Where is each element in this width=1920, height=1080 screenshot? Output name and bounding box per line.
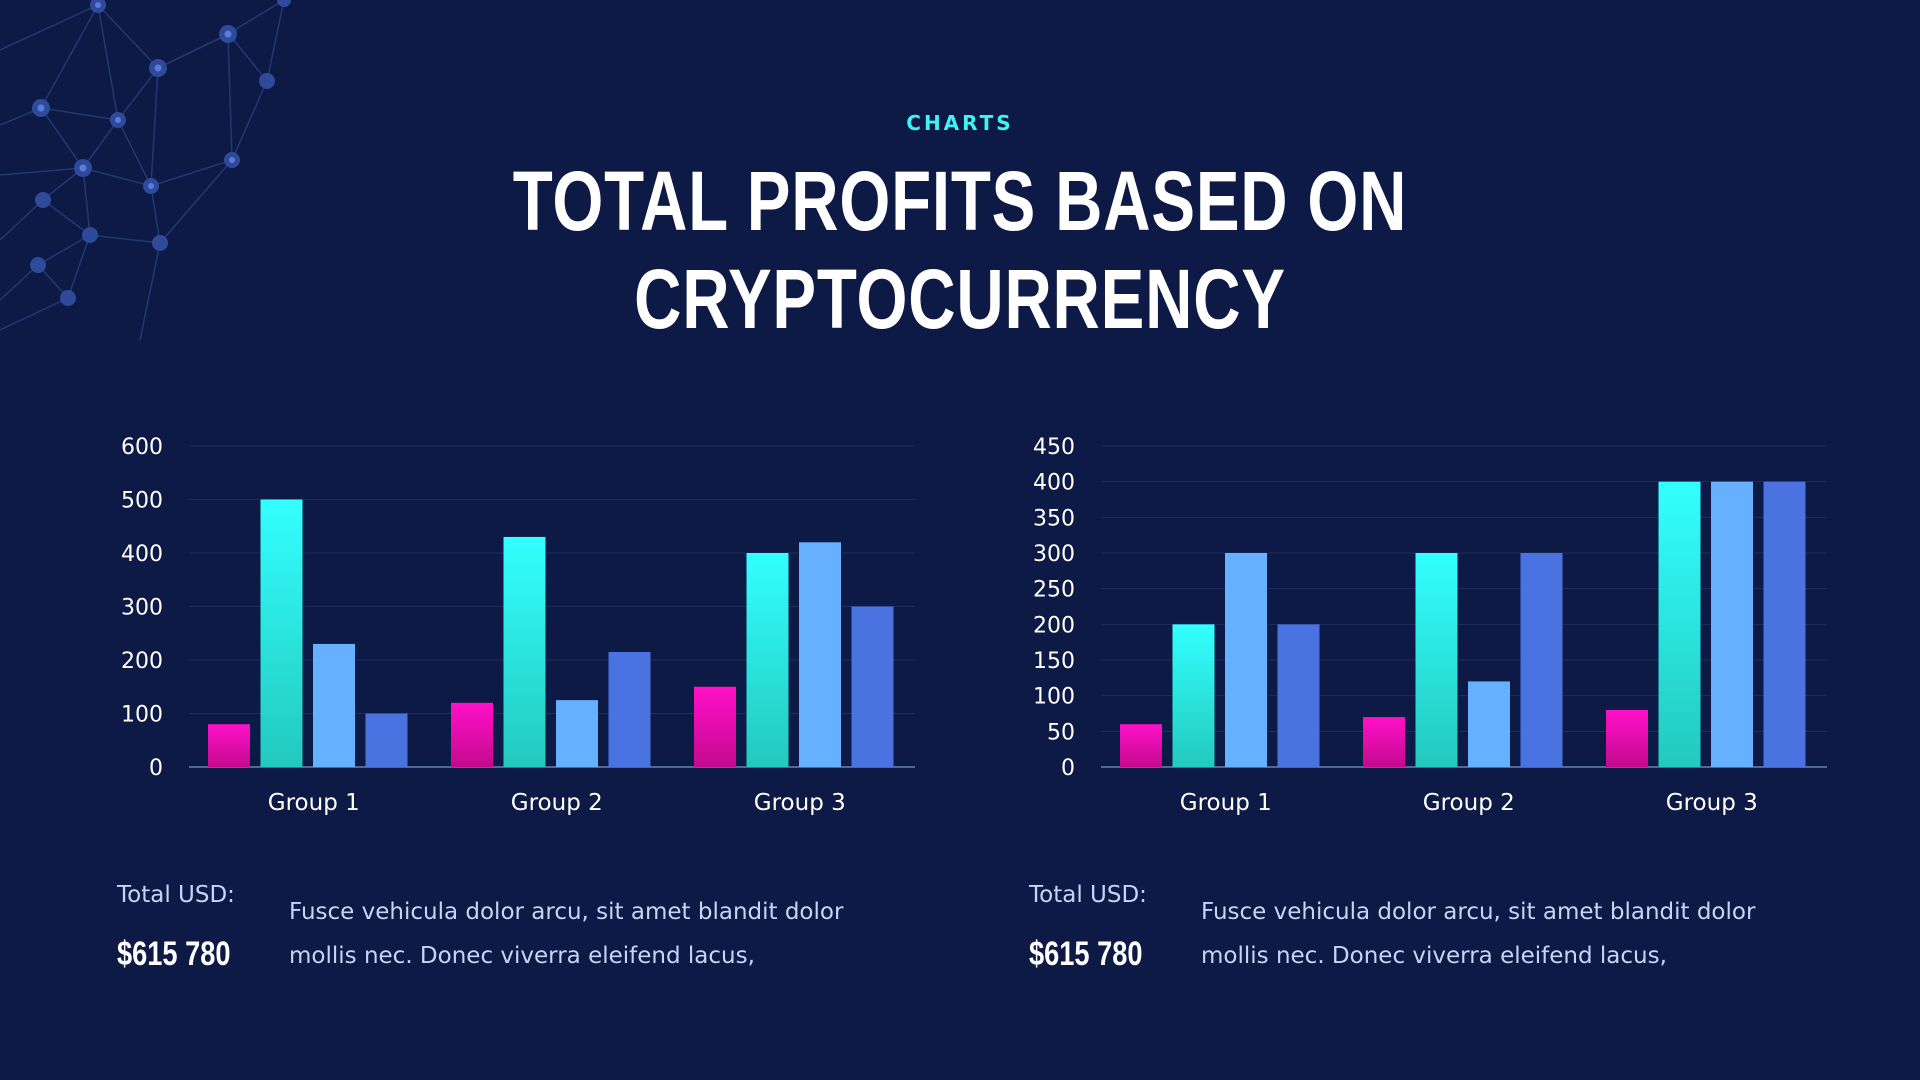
chart-svg: 0 100 200 300 400 500 600 Group 1 Group 2 Group 3 <box>121 435 915 816</box>
y-tick-label: 100 <box>121 703 163 728</box>
bar <box>313 643 355 767</box>
bar <box>1658 481 1701 767</box>
x-category-label: Group 3 <box>1666 790 1758 816</box>
y-tick-label: 600 <box>121 435 163 460</box>
x-category-label: Group 2 <box>511 790 603 816</box>
bar <box>799 542 841 767</box>
bar <box>1711 481 1753 767</box>
x-category-label: Group 2 <box>1423 790 1515 816</box>
bar <box>1120 724 1162 767</box>
bar <box>851 606 894 767</box>
summary-right: Total USD: $615 780 Fusce vehicula dolor… <box>1029 882 1849 992</box>
bar <box>556 700 598 767</box>
total-usd-label: Total USD: <box>117 882 235 908</box>
bar <box>1415 553 1458 767</box>
bar <box>451 702 493 767</box>
bar <box>608 651 651 767</box>
y-tick-label: 450 <box>1033 435 1075 460</box>
y-tick-label: 0 <box>1061 756 1075 781</box>
bar <box>260 499 303 767</box>
y-tick-label: 200 <box>121 649 163 674</box>
summary-description: Fusce vehicula dolor arcu, sit amet blan… <box>1201 899 1756 969</box>
total-usd-value: $615 780 <box>1029 935 1143 973</box>
y-tick-label: 300 <box>121 596 163 621</box>
bar <box>365 713 408 767</box>
bar <box>1763 481 1806 767</box>
y-tick-label: 200 <box>1033 613 1075 638</box>
total-usd-label: Total USD: <box>1029 882 1147 908</box>
bar <box>1363 717 1405 767</box>
total-usd-value: $615 780 <box>117 935 231 973</box>
bar <box>1225 553 1267 767</box>
x-category-label: Group 1 <box>1180 790 1272 816</box>
y-tick-label: 400 <box>121 542 163 567</box>
summary-description: Fusce vehicula dolor arcu, sit amet blan… <box>289 899 844 969</box>
y-tick-label: 0 <box>149 756 163 781</box>
page-title: TOTAL PROFITS BASED ON CRYPTOCURRENCY <box>512 154 1408 346</box>
y-tick-label: 350 <box>1033 506 1075 531</box>
y-tick-label: 300 <box>1033 542 1075 567</box>
x-category-label: Group 3 <box>754 790 846 816</box>
y-tick-label: 250 <box>1033 578 1075 603</box>
bar <box>694 686 736 767</box>
chart-svg: 0 50 100 150 200 250 300 350 400 450 Group 1 Group … <box>1033 435 1827 816</box>
bar <box>1172 624 1215 767</box>
network-decoration <box>0 0 291 340</box>
bar <box>746 553 789 767</box>
y-tick-label: 50 <box>1047 720 1075 745</box>
bar <box>1468 681 1510 767</box>
bar <box>503 536 546 767</box>
y-tick-label: 150 <box>1033 649 1075 674</box>
y-tick-label: 100 <box>1033 685 1075 710</box>
y-tick-label: 500 <box>121 489 163 514</box>
bar <box>1277 624 1320 767</box>
summary-left: Total USD: $615 780 Fusce vehicula dolor… <box>117 882 937 992</box>
section-eyebrow: CHARTS <box>906 111 1014 135</box>
x-category-label: Group 1 <box>268 790 360 816</box>
bar <box>1606 709 1648 767</box>
bar-chart-left: 0 100 200 300 400 500 600 Group 1 Group 2 Group 3 <box>110 410 915 816</box>
bar-chart-right: 0 50 100 150 200 250 300 350 400 450 Group 1 Group … <box>1022 410 1827 816</box>
y-tick-label: 400 <box>1033 471 1075 496</box>
bar <box>1520 553 1563 767</box>
bar <box>208 724 250 767</box>
